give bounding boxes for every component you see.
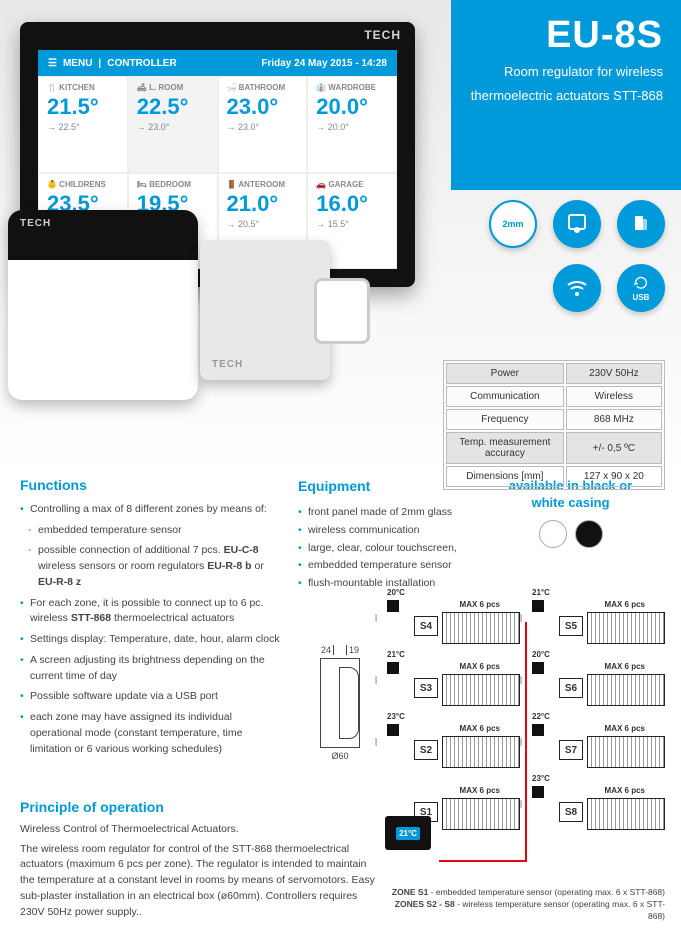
glass-2mm-icon: 2mm [489,200,537,248]
equipment-item: wireless communication [298,522,458,540]
zone-box: 23°C⦚ MAX 6 pcs S2 [405,724,520,772]
function-item: Possible software update via a USB port [20,689,280,705]
principle-title: Principle of operation [20,800,380,816]
feature-icons: 2mm USB [445,200,665,312]
zone-box: 22°C⦚ MAX 6 pcs S7 [550,724,665,772]
controller-label: CONTROLLER [107,58,176,69]
datetime: Friday 24 May 2015 - 14:28 [261,58,387,69]
room-cell: 🛁 BATHROOM23.0°→ 23.0° [218,76,308,173]
hero: EU-8S Room regulator for wireless thermo… [0,0,681,470]
spec-row: Dimensions [mm]127 x 90 x 20 [446,466,662,487]
spec-table: Power230V 50HzCommunicationWirelessFrequ… [443,360,665,490]
title-panel: EU-8S Room regulator for wireless thermo… [451,0,681,190]
functions: Functions Controlling a max of 8 differe… [20,478,280,762]
subtitle-1: Room regulator for wireless [451,63,663,81]
wbox-logo: TECH [20,218,51,229]
function-item: embedded temperature sensor [20,523,280,539]
subtitle-2: thermoelectric actuators STT-868 [451,87,663,105]
room-cell: 👔 WARDROBE20.0°→ 20.0° [307,76,397,173]
equipment-item: large, clear, colour touchscreen, [298,540,458,558]
principle: Principle of operation Wireless Control … [20,800,380,920]
controller-topbar: ☰ MENU | CONTROLLER Friday 24 May 2015 -… [38,50,397,76]
functions-title: Functions [20,478,280,494]
touch-icon [553,200,601,248]
equipment-item: embedded temperature sensor [298,557,458,575]
model: EU-8S [451,14,663,57]
hamburger-icon: ☰ [48,58,57,69]
card-icon [617,200,665,248]
color-swatch [575,520,603,548]
function-item: Controlling a max of 8 different zones b… [20,502,280,518]
controller-logo: TECH [20,22,415,42]
room-cell: 🛋 L. ROOM22.5°→ 23.0° [128,76,218,173]
dimension-drawing: 2419 Ø60 [300,645,380,761]
function-item: A screen adjusting its brightness depend… [20,653,280,685]
avail-l2: white casing [531,495,609,510]
function-item: each zone may have assigned its individu… [20,710,280,757]
principle-body: The wireless room regulator for control … [20,842,380,921]
zone-box: 20°C⦚ MAX 6 pcs S6 [550,662,665,710]
spec-row: Frequency868 MHz [446,409,662,430]
color-swatches [476,520,665,548]
equipment-item: flush-mountable installation [298,575,458,593]
room-cell: 🍴 KITCHEN21.5°→ 22.5° [38,76,128,173]
principle-sub: Wireless Control of Thermoelectrical Act… [20,822,380,838]
actuator-device: TECH [200,230,385,400]
spec-row: CommunicationWireless [446,386,662,407]
zone-diagram: 20°C⦚ MAX 6 pcs S4 21°C⦚ MAX 6 pcs S3 23… [385,600,665,880]
spec-row: Power230V 50Hz [446,363,662,384]
function-item: Settings display: Temperature, date, hou… [20,632,280,648]
zone-legend: ZONE S1 - embedded temperature sensor (o… [385,887,665,923]
usb-icon: USB [617,264,665,312]
wifi-icon [553,264,601,312]
zone-box: 23°C⦚ MAX 6 pcs S8 [550,786,665,834]
function-item: possible connection of additional 7 pcs.… [20,543,280,590]
zone-box: 20°C⦚ MAX 6 pcs S4 [405,600,520,648]
function-item: For each zone, it is possible to connect… [20,596,280,628]
white-box-device: TECH [8,210,198,400]
equipment-item: front panel made of 2mm glass [298,504,458,522]
color-swatch [539,520,567,548]
actuator-logo: TECH [212,359,243,370]
zone-box: 21°C⦚ MAX 6 pcs S5 [550,600,665,648]
equipment-title: Equipment [298,478,458,496]
menu-label: MENU [63,58,92,69]
spec-row: Temp. measurement accuracy+/- 0,5 ºC [446,432,662,464]
controller-mini: 21°C [385,816,431,850]
zone-box: 21°C⦚ MAX 6 pcs S3 [405,662,520,710]
